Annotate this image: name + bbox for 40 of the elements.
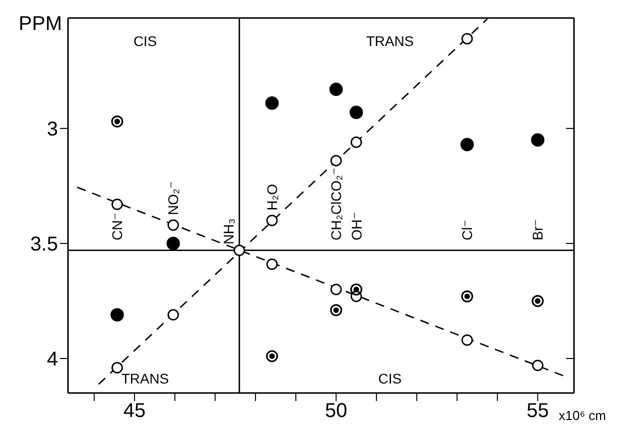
annotation: NO₂⁻ (165, 181, 182, 216)
x-tick-label: 55 (526, 400, 549, 422)
annotation: CH₂ClCO₂⁻ (328, 168, 344, 240)
point (168, 309, 179, 320)
point (166, 236, 180, 250)
point (110, 308, 124, 322)
y-tick-label: 4 (46, 348, 58, 371)
annotation: CN⁻ (109, 212, 126, 240)
point (329, 82, 343, 96)
point (266, 258, 278, 270)
point (330, 154, 342, 166)
point (532, 360, 544, 372)
annotation: Br⁻ (530, 218, 546, 240)
point (330, 284, 342, 296)
annotation: NH₃ (220, 218, 236, 244)
point (111, 362, 123, 374)
annotation: TRANS (366, 33, 414, 50)
y-tick-label: 3.5 (30, 234, 58, 256)
point (350, 106, 363, 120)
point (531, 133, 544, 147)
annotation: TRANS (121, 370, 169, 387)
point (461, 334, 473, 346)
annotation: H₂O (264, 184, 280, 210)
annotation: Cl⁻ (459, 220, 476, 240)
point (168, 219, 179, 231)
x-tick-label: 50 (324, 400, 348, 422)
annotation: CIS (133, 33, 157, 50)
point (461, 33, 473, 44)
point (234, 244, 246, 256)
y-axis-title: PPM (18, 13, 62, 35)
y-tick-label: 3 (46, 118, 58, 141)
x-axis-title: x10⁶ cm (558, 408, 606, 423)
point (266, 214, 278, 226)
x-tick-label: 45 (123, 400, 146, 422)
point (265, 96, 279, 110)
point (111, 198, 123, 210)
point (460, 138, 474, 152)
annotation: OH⁻ (348, 212, 364, 240)
point (350, 136, 362, 148)
annotation: CIS (378, 370, 402, 387)
